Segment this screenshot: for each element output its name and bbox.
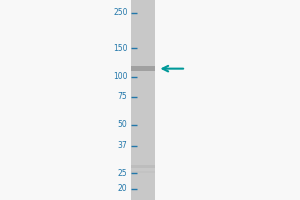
FancyBboxPatch shape (130, 0, 154, 200)
Text: 250: 250 (113, 8, 127, 17)
FancyBboxPatch shape (130, 66, 154, 71)
Text: 75: 75 (118, 92, 128, 101)
Text: 20: 20 (118, 184, 128, 193)
Text: 25: 25 (118, 169, 128, 178)
FancyBboxPatch shape (130, 165, 154, 168)
FancyBboxPatch shape (130, 171, 154, 173)
Text: 100: 100 (113, 72, 127, 81)
Text: 37: 37 (118, 141, 128, 150)
Text: 50: 50 (118, 120, 128, 129)
Text: 150: 150 (113, 44, 127, 53)
